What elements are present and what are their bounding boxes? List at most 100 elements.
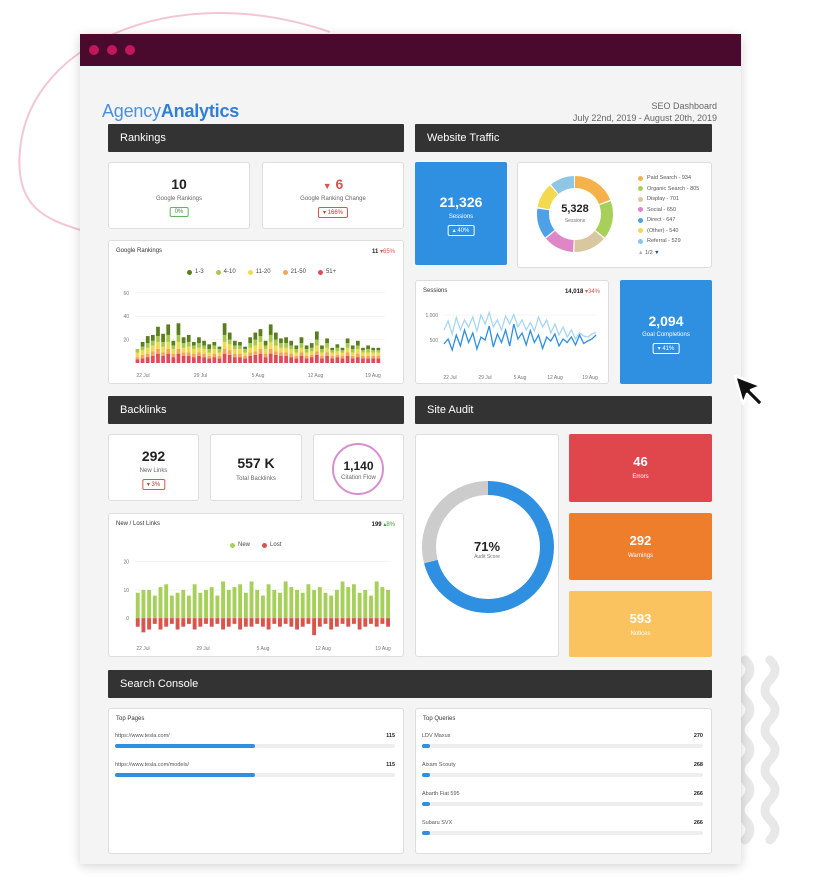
bar-segment (268, 341, 273, 349)
console-row-bar-track (422, 773, 703, 777)
bar-segment (243, 355, 247, 359)
legend-item-6[interactable]: Referral - 529 (638, 236, 699, 247)
console-row[interactable]: LDV Maxus 270 (422, 733, 703, 753)
goal-completions-value: 2,094 (648, 313, 684, 329)
ranking-change-label: Google Ranking Change (300, 196, 366, 202)
legend-item-1[interactable]: Organic Search - 805 (638, 184, 699, 195)
console-row-bar-fill (422, 773, 431, 777)
window-minimize-dot[interactable] (107, 45, 117, 55)
console-row-value: 266 (693, 791, 703, 797)
new-links-value: 292 (141, 448, 166, 464)
new-links-bar (198, 592, 203, 619)
legend-item-4[interactable]: 51+ (317, 269, 336, 275)
bar-segment (279, 355, 283, 363)
new-lost-links-legend: New Lost (230, 542, 281, 548)
legend-item-0[interactable]: 1-3 (187, 269, 204, 275)
legend-item-2[interactable]: Display - 701 (638, 194, 699, 205)
lost-links-bar (323, 618, 328, 624)
console-row[interactable]: Abarth Fiat 595 266 (422, 791, 703, 811)
console-row-label[interactable]: Aixam Scouty (422, 762, 456, 768)
legend-item-0[interactable]: New (230, 542, 250, 548)
bar-segment (135, 348, 140, 353)
ranking-change-badge: ▾ 166% (317, 207, 349, 218)
bar-segment (202, 340, 206, 346)
legend-item-1[interactable]: 4-10 (215, 269, 236, 275)
bar-segment (289, 348, 294, 354)
window-maximize-dot[interactable] (125, 45, 135, 55)
legend-item-2[interactable]: 11-20 (247, 269, 271, 275)
bar-segment (263, 353, 268, 358)
bar-segment (335, 344, 340, 348)
console-row-value: 115 (386, 762, 395, 768)
bar-segment (161, 346, 165, 353)
legend-item-3[interactable]: Social - 650 (638, 205, 699, 216)
lost-links-bar (187, 618, 191, 624)
donut-center-value: 5,328 (561, 203, 589, 215)
legend-swatch (317, 269, 323, 275)
console-row[interactable]: Aixam Scouty 268 (422, 762, 703, 782)
bar-segment (366, 355, 370, 359)
legend-swatch (282, 269, 288, 275)
legend-item-4[interactable]: Direct - 647 (638, 215, 699, 226)
new-lost-links-chart-total: 199 ▴8% (371, 522, 395, 528)
lost-links-bar (295, 618, 299, 630)
legend-item-3[interactable]: 21-50 (282, 269, 306, 275)
bar-segment (376, 355, 381, 359)
y-tick-label: 20 (123, 560, 129, 566)
triangle-up-icon[interactable]: ▲ (638, 250, 644, 256)
bar-segment (150, 334, 155, 341)
legend-swatch (262, 542, 268, 548)
legend-item-1[interactable]: Lost (262, 542, 281, 548)
new-lost-links-chart-card: New / Lost Links 199 ▴8% New Lost 0 10 20 22… (108, 513, 404, 657)
bar-segment (258, 353, 263, 363)
legend-swatch (187, 269, 192, 275)
bar-segment (340, 350, 345, 353)
bar-segment (238, 357, 242, 363)
x-tick-label: 22 Jul (136, 373, 149, 379)
bar-segment (330, 350, 335, 353)
console-row[interactable]: https://www.tesla.com/models/115 (115, 762, 395, 782)
top-pages-card: Top Pages https://www.tesla.com/115 https… (108, 708, 404, 854)
console-row[interactable]: https://www.tesla.com/115 (115, 733, 395, 753)
legend-label: 11-20 (255, 269, 271, 275)
total-backlinks-card: 557 K Total Backlinks (210, 434, 302, 501)
site-audit-section-header: Site Audit (415, 396, 712, 424)
legend-item-5[interactable]: (Other) - 540 (638, 226, 699, 237)
bar-segment (191, 341, 196, 346)
legend-swatch (638, 228, 643, 234)
lost-links-bar (363, 618, 368, 627)
new-links-bar (334, 589, 339, 619)
bar-segment (299, 352, 304, 356)
lost-links-bar (164, 618, 169, 627)
new-links-bar (386, 589, 390, 619)
bar-segment (181, 343, 186, 348)
console-row-label[interactable]: https://www.tesla.com/ (115, 733, 170, 739)
console-row-label[interactable]: https://www.tesla.com/models/ (115, 762, 189, 768)
bar-segment (156, 348, 160, 354)
bar-segment (273, 351, 278, 355)
google-rankings-chart-card: Google Rankings 11 ▾65% 1-3 4-10 11-20 21-5… (108, 240, 404, 384)
console-row-label[interactable]: Subaru SVX (422, 820, 453, 826)
google-rankings-card: 10 Google Rankings 0% (108, 162, 250, 229)
bar-segment (171, 345, 176, 349)
bar-segment (150, 351, 155, 356)
legend-item-0[interactable]: Paid Search - 934 (638, 173, 699, 184)
bar-segment (330, 355, 335, 359)
bar-segment (217, 358, 222, 363)
legend-pager[interactable]: ▲ 1/2 ▼ (638, 250, 660, 256)
bar-segment (294, 345, 299, 349)
report-title: SEO Dashboard (651, 101, 717, 111)
triangle-down-icon[interactable]: ▼ (654, 250, 660, 256)
lost-links-bar (351, 618, 356, 624)
series-line-1 (443, 310, 597, 341)
goal-completions-card: 2,094 Goal Completions ▾ 41% (620, 280, 712, 384)
window-close-dot[interactable] (89, 45, 99, 55)
console-row-label[interactable]: Abarth Fiat 595 (422, 791, 460, 797)
donut-slice (537, 176, 613, 252)
lost-links-bar (334, 618, 339, 627)
lost-links-bar (249, 618, 254, 627)
console-row-label[interactable]: LDV Maxus (422, 733, 451, 739)
console-row-bar-track (115, 773, 395, 777)
lost-links-bar (152, 618, 157, 624)
console-row[interactable]: Subaru SVX 266 (422, 820, 703, 840)
